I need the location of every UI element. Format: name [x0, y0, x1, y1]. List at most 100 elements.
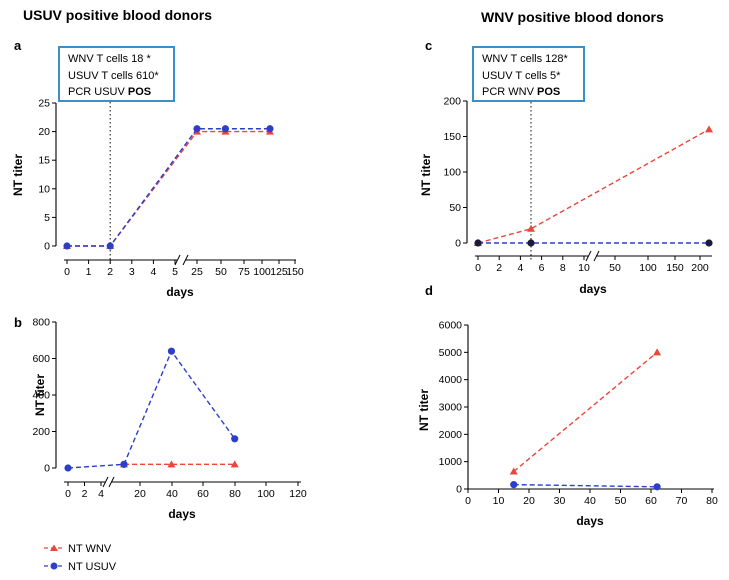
panel-a-ytick-label: 25 [38, 98, 50, 110]
panel-c-xtick-label: 150 [666, 262, 684, 274]
panel-label-c: c [425, 38, 432, 53]
panel-a-xtick-label: 4 [150, 266, 156, 278]
legend: NT WNV NT USUV [44, 543, 117, 573]
panel-a-series-wnv-line [67, 130, 270, 247]
annotation-c-line2: USUV T cells 5* [482, 69, 561, 82]
legend-wnv-marker [50, 544, 58, 551]
panel-d-xtick-label: 50 [615, 495, 627, 507]
panel-c-xtick-label: 6 [539, 262, 545, 274]
panel-a-axis-break [174, 254, 181, 266]
panel-a-xtick-label: 25 [191, 266, 203, 278]
panel-b-ytick-label: 0 [44, 463, 50, 475]
panel-a-xlabel: days [166, 285, 194, 299]
panel-d-ytick-label: 3000 [439, 402, 463, 414]
panel-b-series-usuv-line [67, 349, 236, 469]
panel-d-ytick-label: 5000 [439, 347, 463, 359]
panel-d-xtick-label: 80 [706, 495, 718, 507]
panel-a-xtick-label: 100 [253, 266, 271, 278]
header-usuv: USUV positive blood donors [23, 7, 212, 23]
panel-c-ytick-label: 150 [443, 131, 461, 143]
annotation-box-a: WNV T cells 18 * USUV T cells 610* PCR U… [58, 46, 175, 102]
panel-c-xtick-label: 50 [609, 262, 621, 274]
panel-d-ylabel: NT titer [417, 389, 431, 431]
panel-b-xtick-label: 80 [229, 488, 241, 500]
panel-c-xtick-label: 8 [560, 262, 566, 274]
panel-d-ytick-label: 4000 [439, 374, 463, 386]
panel-a-xtick-label: 150 [286, 266, 304, 278]
panel-b-axis-break [108, 476, 115, 488]
panel-d-xtick-label: 10 [493, 495, 505, 507]
legend-usuv-label: NT USUV [68, 561, 117, 573]
panel-d-series-usuv-point [510, 481, 518, 489]
panel-c-series-wnv-point [705, 125, 713, 133]
annotation-a-line3-bold: POS [127, 86, 152, 98]
panel-a-ytick-label: 20 [38, 126, 50, 138]
panel-a-series-usuv-point [63, 242, 71, 250]
panel-c-series-usuv-point [474, 239, 482, 247]
panel-a-series-usuv-line [67, 128, 270, 247]
panel-d-xlabel: days [576, 514, 604, 528]
panel-b-axis-break [102, 476, 109, 488]
panel-b-xtick-label: 4 [98, 488, 104, 500]
panel-a-ytick-label: 15 [38, 155, 50, 167]
panel-a-xtick-label: 2 [107, 266, 113, 278]
annotation-c-line3: PCR WNV POS [482, 84, 577, 101]
panel-d-series-usuv-line [513, 483, 658, 488]
panel-b-ytick-label: 200 [32, 426, 50, 438]
panel-a-series-usuv-point [193, 125, 201, 133]
panel-d-series-usuv-point [653, 483, 661, 491]
annotation-c-line3-bold: POS [537, 86, 561, 98]
panel-a-xtick-label: 1 [86, 266, 92, 278]
panel-d-ytick-label: 6000 [439, 320, 463, 332]
annotation-a-line1: WNV T cells 18 * [68, 53, 151, 65]
panel-c-series-usuv-point [705, 239, 713, 247]
panel-d-xtick-label: 60 [645, 495, 657, 507]
panel-c-series-usuv-point [527, 239, 535, 247]
panel-c-ytick-label: 200 [443, 96, 461, 108]
panel-a-ytick-label: 10 [38, 183, 50, 195]
header-wnv: WNV positive blood donors [481, 9, 664, 25]
panel-b-xtick-label: 20 [134, 488, 146, 500]
panel-a-xtick-label: 5 [172, 266, 178, 278]
panel-c-xtick-label: 10 [578, 262, 590, 274]
panel-c-axis-break [585, 250, 592, 262]
panel-label-a: a [14, 38, 22, 53]
panel-d-series-wnv-point [509, 467, 518, 475]
panel-c-xtick-label: 2 [496, 262, 502, 274]
legend-wnv-label: NT WNV [68, 543, 112, 555]
panel-d-chart: 0 1000 2000 3000 4000 5000 6000 0 10 20 30 40 50 60 70… [417, 320, 718, 529]
annotation-a-line3: PCR USUV POS [68, 84, 167, 101]
panel-b-ytick-label: 400 [32, 390, 50, 402]
panel-b-xlabel: days [168, 507, 196, 521]
panel-b-ylabel: NT titer [33, 374, 47, 416]
panel-b-xtick-label: 0 [65, 488, 71, 500]
panel-d-ytick-label: 2000 [439, 429, 463, 441]
panel-c-xtick-label: 100 [639, 262, 657, 274]
annotation-a-line2: USUV T cells 610* [68, 69, 159, 82]
annotation-c-line1: WNV T cells 128* [482, 53, 568, 65]
panel-b-series-usuv-point [64, 464, 72, 472]
panel-d-series-wnv-line [513, 351, 658, 473]
panel-b-series-wnv-point [230, 460, 239, 468]
panel-c-ylabel: NT titer [419, 154, 433, 196]
panel-d-ytick-label: 0 [456, 484, 462, 496]
panel-c-xtick-label: 200 [691, 262, 709, 274]
panel-b-xtick-label: 120 [289, 488, 307, 500]
panel-c-series-wnv-line [477, 128, 710, 244]
panel-b-series-usuv-point [120, 460, 128, 468]
panel-d-xtick-label: 70 [676, 495, 688, 507]
panel-a-series-usuv-point [221, 125, 230, 133]
annotation-a-line3-prefix: PCR USUV [68, 86, 128, 98]
panel-d-series-wnv-point [653, 348, 662, 356]
panel-c-ytick-label: 0 [455, 238, 461, 250]
panel-c-series-wnv-point [527, 224, 535, 232]
panel-c-axis-break [593, 250, 600, 262]
panel-a-ytick-label: 0 [44, 241, 50, 253]
panel-d-xtick-label: 0 [465, 495, 471, 507]
panel-b-xtick-label: 40 [166, 488, 178, 500]
panel-c-xtick-label: 0 [475, 262, 481, 274]
panel-b-xtick-label: 100 [257, 488, 275, 500]
panel-d-ytick-label: 1000 [439, 456, 463, 468]
